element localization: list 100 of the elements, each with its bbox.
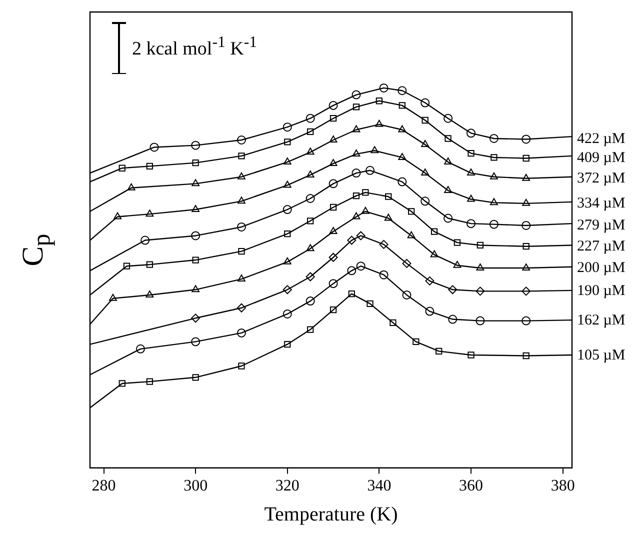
point — [444, 214, 453, 223]
point — [236, 136, 246, 145]
point — [448, 285, 458, 294]
text: 422 µM — [577, 131, 626, 148]
point — [366, 166, 375, 175]
x-axis-title: Temperature (K) — [264, 503, 398, 526]
point — [282, 285, 292, 294]
point — [283, 158, 292, 165]
point — [356, 231, 366, 240]
point — [192, 256, 199, 264]
point — [191, 231, 200, 240]
point — [114, 212, 122, 220]
point — [282, 309, 292, 318]
point — [284, 341, 291, 348]
text: 2 kcal mol$^{-1}$ K$^{-1}$ — [132, 34, 258, 60]
point — [191, 140, 200, 150]
point — [398, 86, 407, 96]
point — [436, 348, 442, 355]
point — [379, 240, 388, 249]
point — [118, 164, 126, 172]
x-tick-label: 360 — [459, 478, 484, 495]
point — [490, 172, 498, 180]
point — [522, 352, 530, 360]
point — [352, 168, 361, 178]
point — [490, 198, 498, 206]
text: 227 µM — [577, 238, 626, 254]
point — [384, 214, 392, 221]
point — [467, 168, 475, 176]
point — [347, 236, 356, 245]
point — [379, 270, 388, 280]
point — [306, 194, 315, 203]
point — [238, 362, 245, 370]
point — [307, 128, 314, 135]
point — [352, 192, 360, 200]
text: 200 µM — [577, 260, 626, 276]
point — [390, 319, 396, 326]
point — [398, 102, 406, 109]
point — [468, 352, 474, 358]
point — [420, 196, 430, 206]
point — [146, 290, 154, 298]
point — [238, 172, 246, 180]
point — [468, 150, 474, 157]
point — [385, 193, 392, 200]
point — [398, 152, 406, 160]
point — [412, 338, 420, 346]
point — [238, 248, 245, 255]
point — [330, 115, 337, 122]
point — [375, 120, 384, 127]
point — [476, 286, 485, 296]
point — [282, 205, 292, 214]
point — [192, 159, 199, 166]
point — [352, 150, 360, 157]
point — [444, 135, 452, 142]
point — [522, 134, 531, 144]
point — [306, 244, 314, 252]
point — [362, 189, 369, 196]
point — [306, 272, 315, 282]
text: 190 µM — [577, 283, 626, 300]
point — [522, 316, 531, 326]
point — [306, 170, 314, 178]
point — [489, 134, 498, 143]
point — [347, 266, 356, 276]
point — [191, 337, 200, 346]
point — [192, 285, 200, 292]
point — [398, 125, 406, 132]
point — [284, 230, 291, 238]
point — [425, 276, 434, 286]
point — [329, 136, 338, 143]
point — [192, 179, 200, 186]
point — [236, 222, 246, 232]
text: 105 µM — [577, 348, 626, 364]
point — [476, 316, 485, 326]
point — [454, 239, 461, 246]
point — [146, 162, 154, 170]
point — [127, 183, 136, 190]
text: 162 µM — [577, 312, 626, 329]
point — [421, 168, 430, 176]
point — [307, 218, 314, 224]
point — [379, 83, 388, 92]
point — [466, 219, 476, 228]
point — [238, 152, 245, 160]
point — [370, 146, 379, 154]
point — [283, 180, 292, 188]
point — [352, 212, 360, 220]
point — [108, 294, 117, 301]
point — [522, 174, 530, 181]
point — [192, 205, 200, 212]
point — [238, 196, 246, 204]
point — [140, 236, 150, 245]
point — [467, 194, 475, 202]
point — [284, 138, 291, 146]
point — [328, 279, 338, 288]
point — [236, 303, 246, 312]
point — [123, 262, 130, 270]
point — [361, 206, 370, 214]
x-tick-label: 340 — [367, 478, 392, 495]
point — [146, 210, 154, 217]
point — [192, 374, 199, 381]
point — [136, 344, 145, 354]
point — [146, 261, 154, 268]
